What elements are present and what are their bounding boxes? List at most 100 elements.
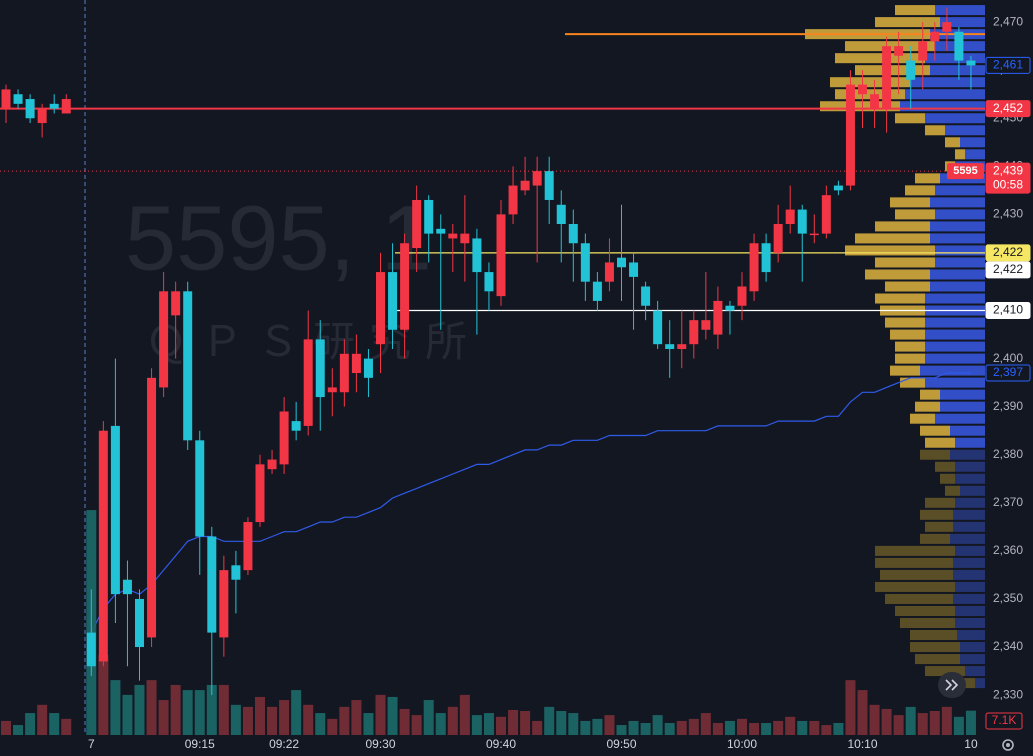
volume-bar (230, 704, 241, 735)
profile-buy (950, 449, 985, 460)
price-label-box (985, 261, 1031, 279)
volume-bar (905, 706, 916, 735)
volume-bar (411, 715, 422, 735)
candle-body (291, 421, 301, 431)
candle-body (701, 320, 711, 330)
profile-buy (965, 149, 985, 160)
profile-sell (920, 533, 950, 544)
price-label: 2,452 (993, 101, 1023, 115)
profile-buy (940, 389, 985, 400)
volume-bar (255, 696, 265, 735)
volume-bar (182, 690, 193, 735)
candle-body (954, 31, 964, 61)
candle-body (219, 570, 229, 638)
candle-body (363, 358, 373, 378)
candle-body (544, 171, 554, 200)
volume-bar (724, 720, 735, 735)
volume-bar (496, 716, 506, 735)
candle-body (592, 281, 602, 301)
candle-body (532, 171, 542, 186)
volume-bar (242, 706, 253, 735)
profile-buy (930, 65, 985, 76)
profile-sell (895, 5, 935, 16)
volume-bar (568, 713, 579, 735)
candle-body (171, 291, 181, 316)
profile-sell (905, 185, 935, 196)
candle-body (737, 286, 747, 306)
y-tick-label: 2,470 (993, 14, 1023, 28)
candle-body (749, 243, 759, 292)
volume-bar (688, 718, 699, 735)
volume-bar (737, 718, 747, 735)
candle-body (520, 180, 530, 191)
candle-body (797, 209, 807, 234)
profile-buy (925, 341, 985, 352)
profile-sell (900, 377, 925, 388)
candle-body (508, 185, 518, 215)
volume-bar (459, 694, 470, 735)
scroll-icon[interactable] (945, 679, 959, 691)
profile-sell (895, 209, 935, 220)
profile-sell (885, 317, 925, 328)
volume-bar (423, 700, 434, 735)
profile-sell (880, 569, 953, 580)
scroll-button[interactable] (938, 672, 966, 698)
profile-sell (945, 485, 960, 496)
symbol-label: 5595 (953, 165, 977, 177)
candle-body (183, 291, 193, 441)
candle-body (556, 204, 566, 225)
candle-body (882, 46, 892, 109)
volume-bar (122, 694, 133, 735)
candle-body (665, 344, 675, 349)
profile-sell (875, 221, 930, 232)
profile-sell (885, 281, 930, 292)
settings-icon-dot[interactable] (1006, 743, 1010, 747)
profile-sell (835, 53, 925, 64)
profile-sell (875, 17, 940, 28)
x-tick-label: 10:10 (847, 737, 877, 751)
candle-body (195, 440, 205, 537)
profile-sell (925, 521, 953, 532)
candle-body (629, 262, 639, 277)
candle-body (61, 99, 71, 114)
candle-body (388, 272, 398, 330)
volume-bar (387, 696, 398, 735)
profile-sell (895, 341, 925, 352)
settings-icon[interactable] (1002, 739, 1014, 751)
y-tick-label: 2,330 (993, 687, 1023, 701)
candle-body (761, 243, 771, 273)
symbol-box (947, 163, 984, 180)
volume-bar (291, 690, 302, 735)
volume-bar (809, 720, 820, 735)
level-lines (0, 33, 985, 633)
volume-bar (761, 723, 772, 735)
volume-bar (25, 713, 36, 735)
volume-bar (134, 684, 145, 735)
profile-sell (945, 137, 960, 148)
volume-bar (929, 711, 940, 735)
candle-body (49, 103, 59, 109)
volume-bar (363, 713, 374, 735)
settings-button[interactable] (1002, 739, 1014, 751)
profile-sell (920, 509, 953, 520)
profile-sell (890, 197, 930, 208)
profile-buy (905, 89, 985, 100)
volume-bar (773, 720, 784, 735)
y-tick-label: 2,430 (993, 207, 1023, 221)
profile-buy (955, 617, 985, 629)
profile-sell (935, 461, 955, 472)
profile-sell (875, 257, 935, 268)
price-label-box (985, 244, 1031, 262)
profile-buy (935, 209, 985, 220)
profile-buy (925, 317, 985, 328)
candle-body (339, 353, 349, 393)
profile-buy (925, 377, 985, 388)
profile-buy (910, 77, 985, 88)
profile-sell (925, 437, 955, 448)
candle-body (845, 84, 855, 186)
candle-body (110, 425, 120, 595)
candle-body (942, 22, 952, 32)
profile-sell (895, 605, 955, 616)
candle-body (448, 233, 458, 239)
